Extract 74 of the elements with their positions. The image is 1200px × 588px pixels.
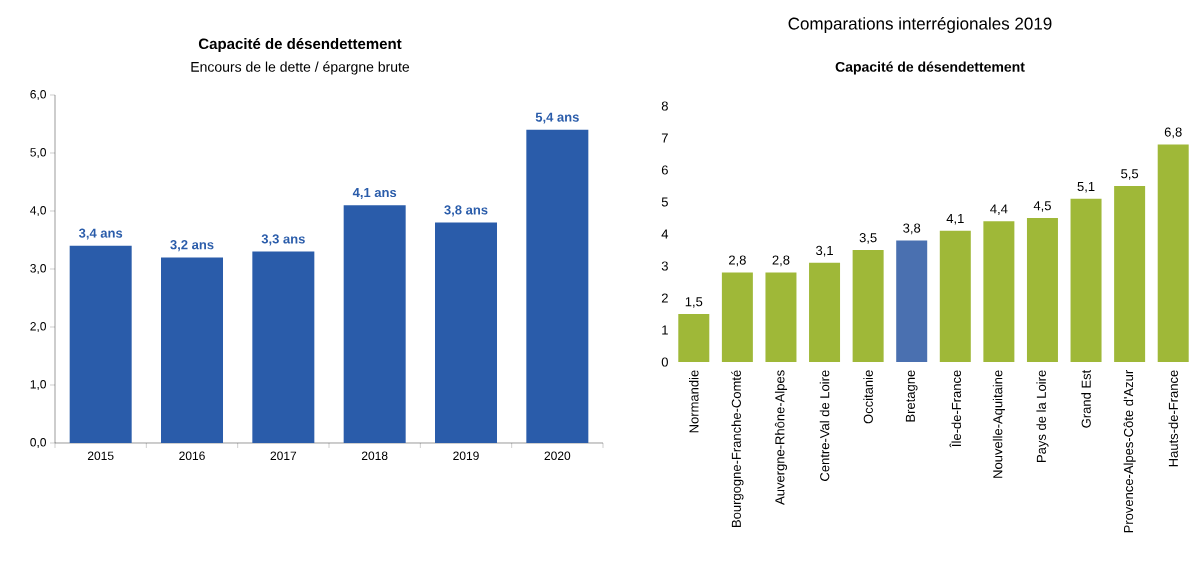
bar [765,272,797,362]
x-tick-label: Occitanie [863,370,873,424]
chart-title: Comparations interrégionales 2019 [788,16,1052,34]
bar [1114,186,1146,362]
y-tick-label: 4,0 [30,206,47,216]
bar [852,249,884,362]
data-label: 4,5 [1033,201,1051,212]
x-tick-label: Auvergne-Rhône-Alpes [774,370,788,505]
data-label: 5,5 [1121,169,1139,180]
x-tick-label: Bourgogne-Franche-Comté [731,370,744,527]
data-label: 3,3 ans [261,234,305,246]
data-label: 5,1 [1077,181,1095,193]
bar [1026,217,1058,362]
x-tick-label: Hauts-de-France [1168,370,1178,467]
data-label: 4,1 [946,213,964,225]
data-label: 5,4 ans [535,112,579,124]
bar [161,257,224,443]
data-label: 3,1 [816,245,833,257]
data-label: 2,8 [772,255,790,267]
bar [939,230,971,362]
y-tick-label: 3,0 [30,264,47,274]
x-tick-label: 2015 [87,451,114,461]
chart-subtitle: Capacité de désendettement [835,61,1025,75]
y-tick-label: 0 [661,357,668,367]
x-tick-label: 2020 [544,451,571,461]
data-label: 3,8 [903,223,921,235]
data-label: 3,2 ans [170,240,214,252]
y-tick-label: 0,0 [30,438,47,448]
y-tick-label: 4 [661,229,669,239]
bar [435,222,498,443]
y-tick-label: 3 [661,261,668,271]
y-tick-label: 6,0 [30,90,47,100]
x-tick-label: Nouvelle-Aquitaine [992,370,1005,478]
y-tick-label: 2 [661,293,668,303]
x-tick-label: Île-de-France [949,370,962,448]
data-label: 4,4 [990,204,1008,215]
y-tick-label: 5 [661,197,668,207]
bar [69,245,132,443]
data-label: 1,5 [685,297,703,308]
x-tick-label: Provence-Alpes-Côte d'Azur [1123,370,1136,533]
y-tick-label: 1 [662,325,668,335]
chart-subtitle: Encours de le dette / épargne brute [191,61,410,75]
x-tick-label: 2019 [453,451,479,461]
chart-title: Capacité de désendettement [198,37,402,53]
data-label: 6,8 [1164,127,1182,139]
bar [1157,144,1189,362]
data-label: 3,5 [859,233,877,244]
data-label: 4,1 ans [352,188,397,199]
x-tick-label: 2018 [361,451,388,461]
x-tick-label: Pays de la Loire [1036,370,1049,462]
y-tick-label: 1,0 [30,380,47,390]
x-tick-label: Centre-Val de Loire [819,370,830,481]
x-tick-label: 2017 [270,451,297,461]
y-tick-label: 6 [661,165,668,175]
data-label: 3,8 ans [444,205,488,217]
bar [678,313,710,362]
bar [809,262,841,362]
y-tick-label: 8 [661,101,668,111]
x-tick-label: Bretagne [905,370,918,422]
bar [896,240,928,362]
x-tick-label: Normandie [689,370,699,433]
bar [526,129,589,443]
y-tick-label: 2,0 [30,322,47,332]
data-label: 2,8 [729,255,746,267]
bar [721,272,753,362]
bar [1070,198,1102,362]
x-tick-label: 2016 [179,451,205,461]
y-tick-label: 7 [661,133,668,143]
y-tick-label: 5,0 [30,148,47,158]
bar [983,221,1015,362]
data-label: 3,4 ans [78,228,123,240]
x-tick-label: Grand Est [1081,369,1091,428]
bar [343,205,406,443]
bar [252,251,315,443]
